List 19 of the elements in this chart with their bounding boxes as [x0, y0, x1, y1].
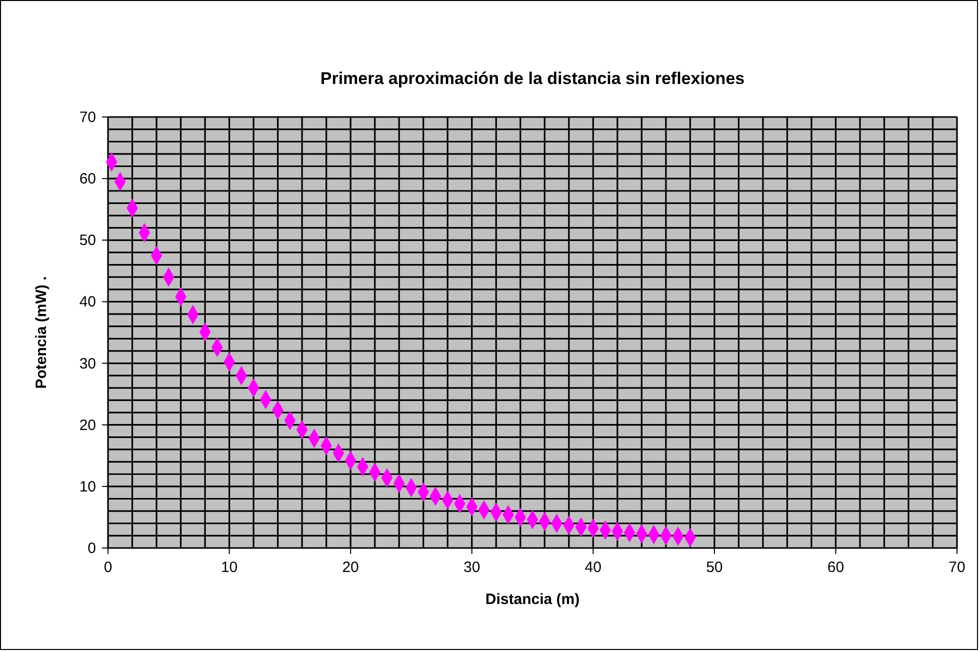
chart-title: Primera aproximación de la distancia sin reflexiones: [320, 69, 745, 88]
y-axis-title: Potencia (mW) .: [33, 276, 50, 389]
x-tick-label: 10: [220, 559, 238, 576]
x-tick-label: 50: [706, 559, 723, 576]
x-tick-label: 0: [104, 559, 112, 576]
y-tick-label: 0: [88, 540, 96, 557]
x-tick-label: 20: [342, 559, 359, 576]
y-tick-label: 10: [79, 478, 96, 496]
x-axis-title: Distancia (m): [485, 591, 580, 608]
y-tick-label: 20: [79, 416, 96, 434]
y-tick-label: 30: [79, 355, 96, 372]
y-tick-label: 60: [79, 170, 96, 188]
y-tick-label: 70: [79, 109, 96, 126]
y-tick-label: 40: [79, 294, 96, 311]
x-tick-label: 40: [584, 559, 602, 576]
x-tick-label: 30: [464, 559, 480, 576]
x-tick-label: 70: [948, 559, 966, 576]
y-tick-label: 50: [79, 232, 96, 250]
x-tick-label: 60: [827, 559, 844, 576]
